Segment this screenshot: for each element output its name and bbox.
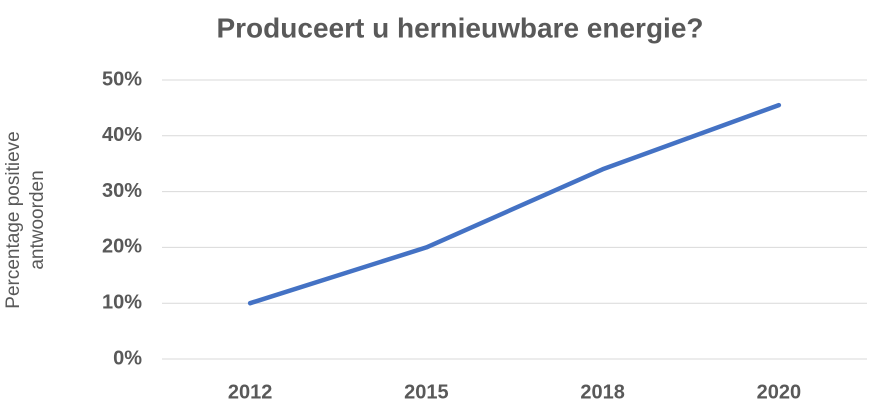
y-axis-label-line: antwoorden <box>27 170 48 269</box>
x-tick-label: 2020 <box>757 381 802 403</box>
x-tick-label: 2018 <box>580 381 625 403</box>
chart-title: Produceert u hernieuwbare energie? <box>216 12 703 43</box>
y-tick-label: 40% <box>102 124 142 146</box>
y-tick-label: 0% <box>113 347 142 369</box>
x-tick-label: 2012 <box>228 381 273 403</box>
x-tick-label: 2015 <box>404 381 449 403</box>
y-axis-label-line: Percentage positieve <box>3 131 24 308</box>
y-tick-label: 50% <box>102 68 142 90</box>
y-axis-label: Percentage positieve antwoorden <box>3 131 48 308</box>
line <box>247 102 782 306</box>
y-tick-label: 30% <box>102 180 142 202</box>
y-tick-label: 20% <box>102 236 142 258</box>
y-tick-label: 10% <box>102 291 142 313</box>
